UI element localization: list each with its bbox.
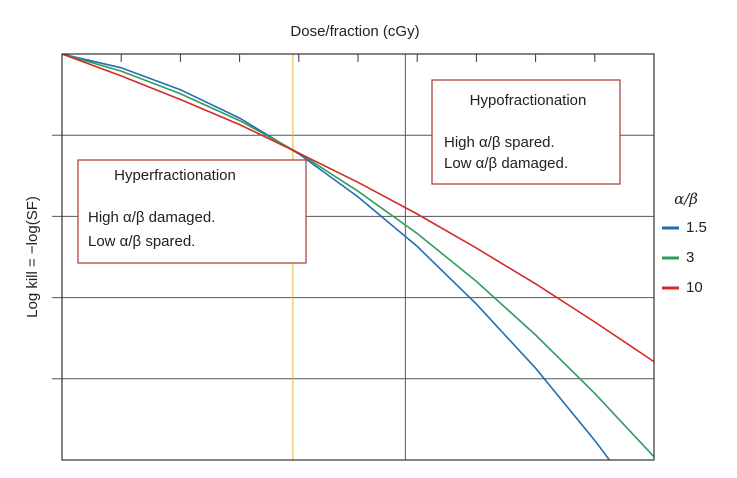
- annotation-text: Low α/β damaged.: [444, 155, 568, 172]
- series-line: [62, 54, 654, 458]
- plot-frame: [61, 53, 655, 461]
- series-line: [62, 54, 654, 363]
- plot-area: [62, 54, 654, 460]
- series-line: [62, 54, 611, 460]
- legend-label: 10: [686, 279, 703, 296]
- annotation-box: [77, 159, 307, 264]
- annotation-title: Hypofractionation: [470, 92, 587, 109]
- annotation-box: [431, 79, 621, 185]
- annotation-text: High α/β spared.: [444, 134, 555, 151]
- legend-label: 1.5: [686, 219, 707, 236]
- x-axis-title: Dose/fraction (cGy): [290, 23, 419, 40]
- annotation-text: High α/β damaged.: [88, 209, 215, 226]
- annotation-text: Low α/β spared.: [88, 233, 195, 250]
- annotation-title: Hyperfractionation: [114, 167, 236, 184]
- y-axis-title: Log kill = −log(SF): [24, 196, 41, 318]
- legend-label: 3: [686, 249, 694, 266]
- legend-title: α/β: [674, 190, 698, 208]
